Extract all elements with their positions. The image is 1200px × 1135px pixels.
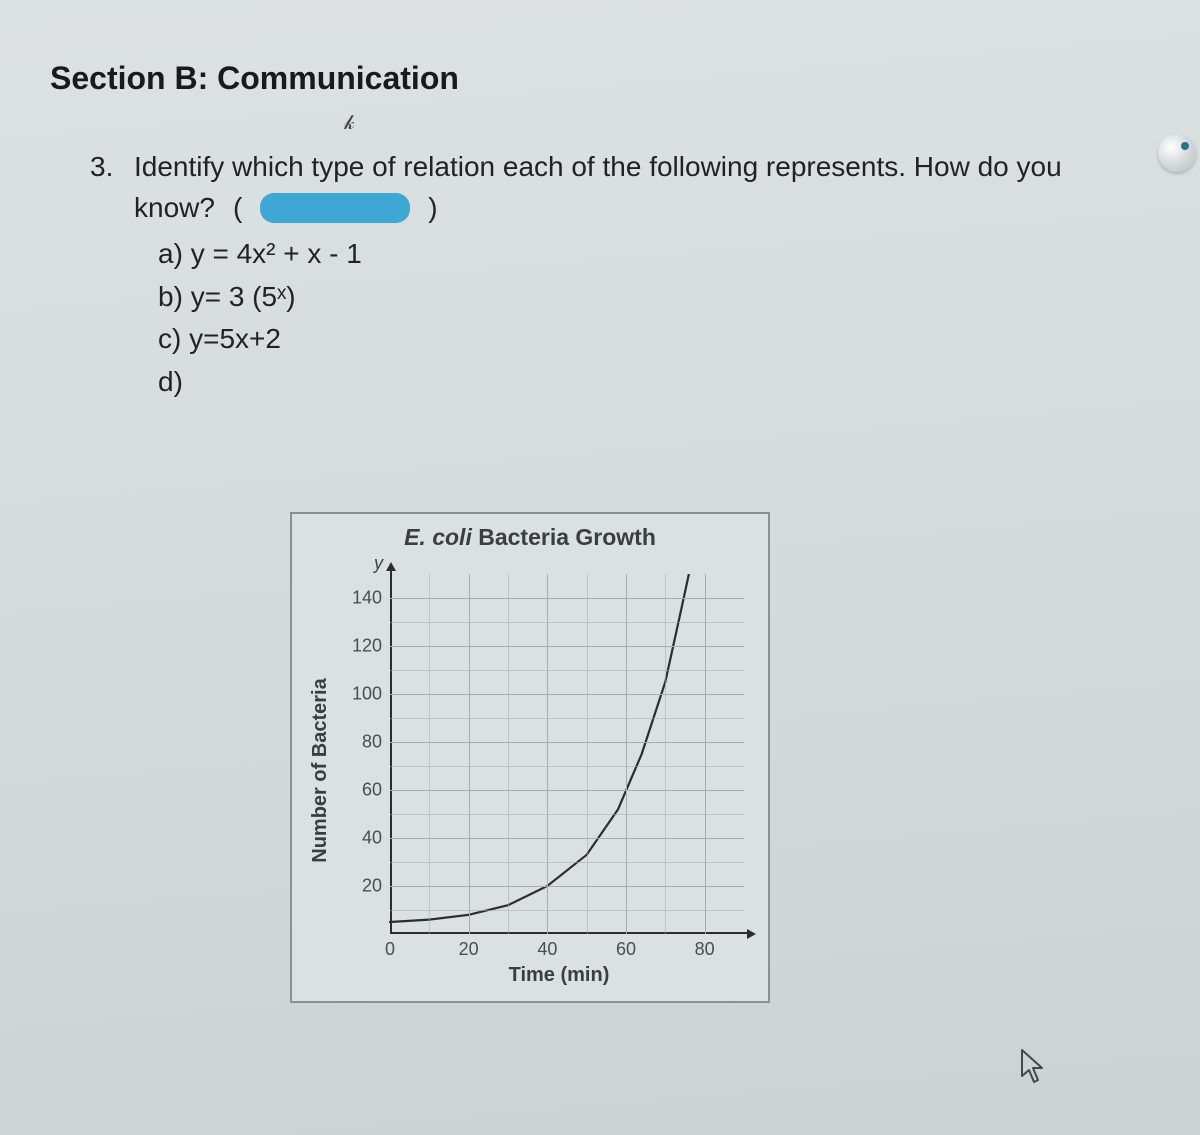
gridline-v [469, 574, 470, 934]
gridline-v [547, 574, 548, 934]
gridline-h [390, 646, 744, 647]
chart-y-marker: y [374, 553, 754, 574]
xtick-label: 80 [695, 939, 715, 960]
subitem-c: c) y=5x+2 [158, 319, 1170, 360]
ytick-label: 20 [340, 876, 382, 897]
chart-plot-area: 20406080100120140020406080 [340, 574, 754, 934]
ytick-label: 40 [340, 828, 382, 849]
gridline-h [390, 694, 744, 695]
gridline-h [390, 790, 744, 791]
subitem-b-label: b) [158, 281, 183, 312]
subitem-a-label: a) [158, 238, 183, 269]
redacted-marks [260, 193, 410, 223]
chart-ylabel: Number of Bacteria [309, 678, 332, 863]
subitem-d-label: d) [158, 366, 183, 397]
section-title: Section B: Communication [50, 60, 1170, 97]
paren-close: ) [428, 188, 437, 229]
bacteria-growth-chart: E. coli Bacteria Growth Number of Bacter… [290, 512, 770, 1003]
gridline-h-minor [390, 718, 744, 719]
ytick-label: 60 [340, 780, 382, 801]
subitem-c-label: c) [158, 323, 181, 354]
subitem-c-expr: y=5x+2 [189, 323, 281, 354]
gridline-v-minor [665, 574, 666, 934]
question-block: 3.Identify which type of relation each o… [90, 147, 1170, 403]
subitem-a-expr: y = 4x² + x - 1 [191, 238, 362, 269]
chart-title: E. coli Bacteria Growth [306, 524, 754, 551]
subitem-a: a) y = 4x² + x - 1 [158, 234, 1170, 275]
gridline-h-minor [390, 862, 744, 863]
ytick-label: 140 [340, 588, 382, 609]
y-axis-arrow-icon [386, 562, 396, 571]
gridline-h-minor [390, 910, 744, 911]
worksheet-page: Section B: Communication 𝓀 3.Identify wh… [0, 0, 1200, 1135]
gridline-h-minor [390, 766, 744, 767]
chart-title-rest: Bacteria Growth [472, 524, 656, 550]
growth-curve [390, 574, 689, 922]
question-prompt-line1: Identify which type of relation each of … [134, 151, 1062, 182]
ytick-label: 80 [340, 732, 382, 753]
subitem-b-expr: y= 3 (5ˣ) [191, 281, 296, 312]
sub-question-list: a) y = 4x² + x - 1 b) y= 3 (5ˣ) c) y=5x+… [158, 234, 1170, 402]
mouse-cursor-icon [1018, 1048, 1048, 1095]
chart-xlabel: Time (min) [364, 964, 754, 987]
gridline-v [705, 574, 706, 934]
question-prompt-line2: know? [134, 188, 215, 229]
ytick-label: 100 [340, 684, 382, 705]
gridline-h [390, 838, 744, 839]
ylabel-container: Number of Bacteria [306, 553, 334, 987]
gridline-h-minor [390, 670, 744, 671]
paren-open: ( [233, 188, 242, 229]
xtick-label: 40 [537, 939, 557, 960]
xtick-label: 20 [459, 939, 479, 960]
gridline-v-minor [587, 574, 588, 934]
question-number: 3. [90, 147, 134, 188]
gridline-h [390, 742, 744, 743]
chart-title-italic: E. coli [404, 524, 472, 550]
xtick-label: 60 [616, 939, 636, 960]
gridline-v [626, 574, 627, 934]
subitem-b: b) y= 3 (5ˣ) [158, 277, 1170, 318]
badge-icon [1158, 134, 1196, 172]
gridline-h [390, 886, 744, 887]
xtick-label: 0 [385, 939, 395, 960]
gridline-h [390, 598, 744, 599]
gridline-v-minor [508, 574, 509, 934]
gridline-v-minor [429, 574, 430, 934]
ytick-label: 120 [340, 636, 382, 657]
gridline-h-minor [390, 622, 744, 623]
text-cursor-icon: 𝓀 [344, 112, 355, 135]
gridline-h-minor [390, 814, 744, 815]
question-prompt-line2-row: know? () [134, 188, 1170, 229]
subitem-d: d) [158, 362, 1170, 403]
